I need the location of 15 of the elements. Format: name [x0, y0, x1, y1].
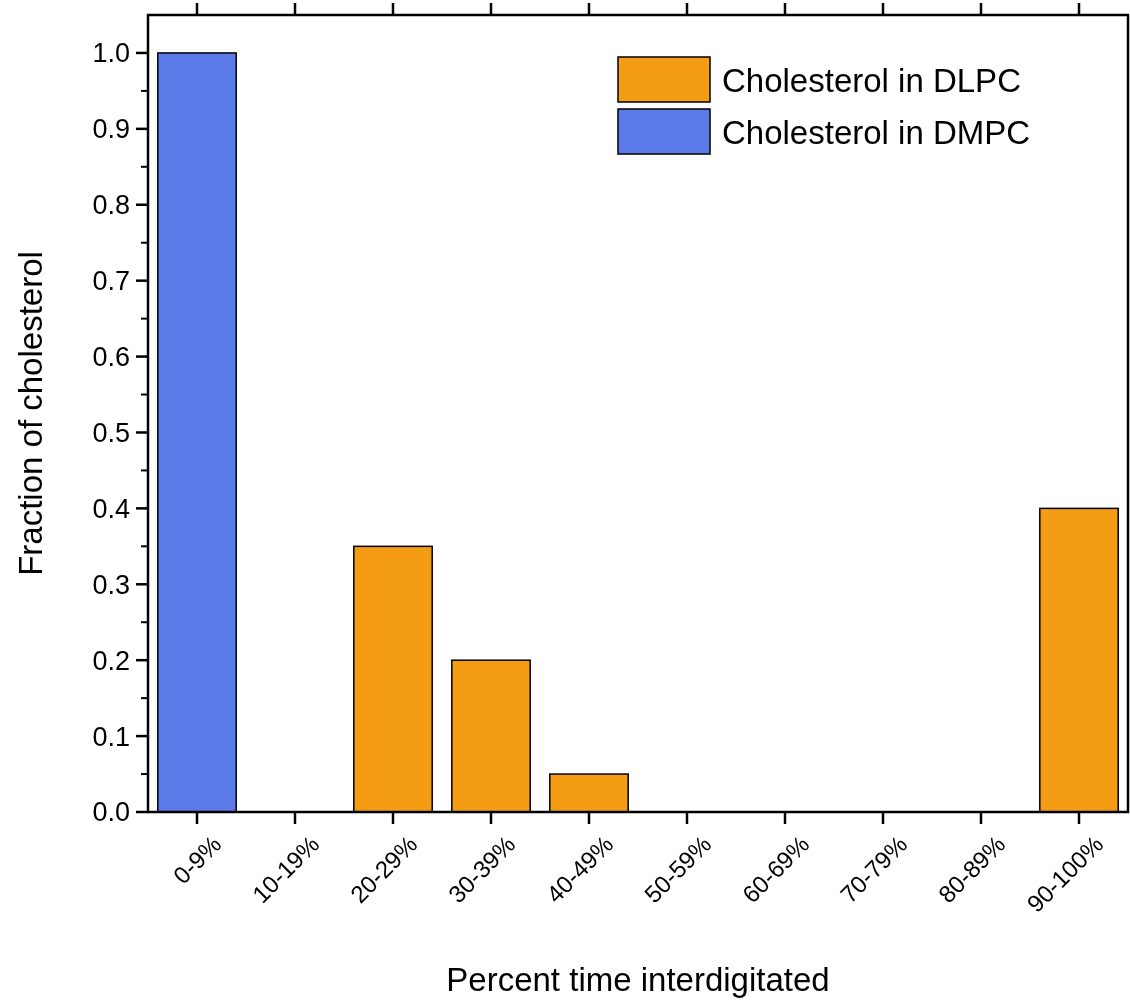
x-axis-title: Percent time interdigitated — [446, 961, 830, 998]
legend-label: Cholesterol in DLPC — [722, 62, 1021, 99]
legend-label: Cholesterol in DMPC — [722, 114, 1031, 151]
y-tick-label: 0.3 — [92, 569, 130, 600]
y-tick-label: 0.7 — [92, 266, 130, 297]
y-tick-label: 0.2 — [92, 645, 130, 676]
y-tick-label: 0.1 — [92, 721, 130, 752]
y-tick-label: 1.0 — [92, 38, 130, 69]
y-tick-label: 0.8 — [92, 190, 130, 221]
y-tick-label: 0.6 — [92, 342, 130, 373]
y-tick-label: 0.5 — [92, 417, 130, 448]
y-tick-label: 0.0 — [92, 797, 130, 828]
y-axis-title: Fraction of cholesterol — [12, 251, 49, 576]
y-tick-label: 0.9 — [92, 114, 130, 145]
y-tick-label: 0.4 — [92, 493, 130, 524]
